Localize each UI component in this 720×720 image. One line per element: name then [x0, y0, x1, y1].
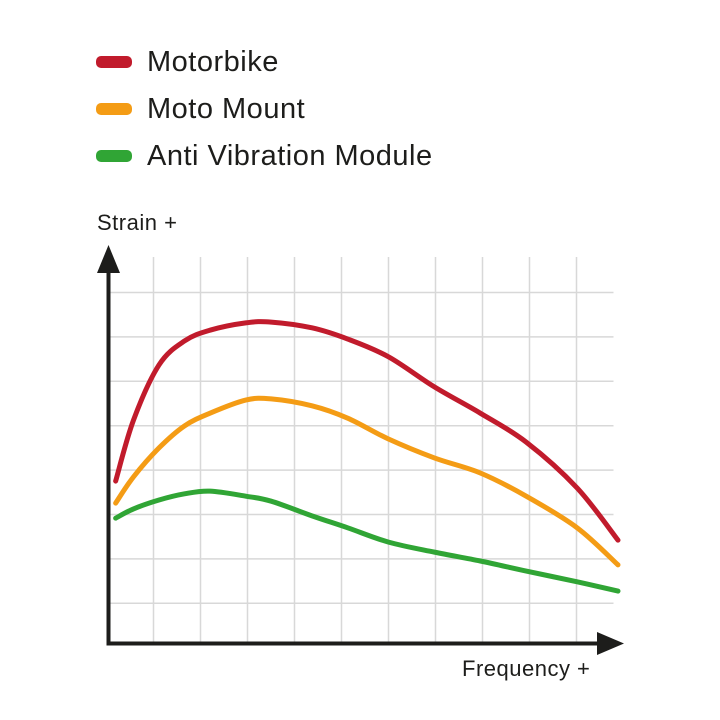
chart-legend: Motorbike Moto Mount Anti Vibration Modu…	[96, 45, 433, 172]
legend-label-anti-vibration-module: Anti Vibration Module	[147, 139, 433, 172]
anti-vibration-module-dash-swatch-icon	[96, 150, 132, 162]
legend-item-moto-mount: Moto Mount	[96, 92, 433, 125]
legend-item-anti-vibration-module: Anti Vibration Module	[96, 139, 433, 172]
x-axis-label: Frequency +	[462, 656, 591, 681]
legend-item-motorbike: Motorbike	[96, 45, 433, 78]
moto-mount-dash-swatch-icon	[96, 103, 132, 115]
legend-label-moto-mount: Moto Mount	[147, 92, 306, 125]
legend-label-motorbike: Motorbike	[147, 45, 279, 78]
motorbike-dash-swatch-icon	[96, 56, 132, 68]
y-axis-label: Strain +	[97, 210, 178, 235]
